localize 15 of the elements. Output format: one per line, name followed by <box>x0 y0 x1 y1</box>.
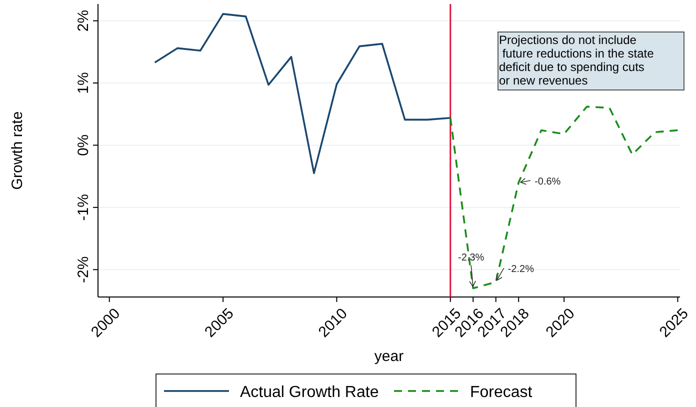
annotation: -2.2% <box>508 264 534 276</box>
y-tick-label: -2% <box>75 256 92 283</box>
x-axis-title: year <box>374 348 404 365</box>
annotation: -0.6% <box>534 176 561 188</box>
y-tick-label: -1% <box>75 194 92 221</box>
line-series <box>154 13 452 174</box>
y-axis-title: Growth rate <box>9 111 26 190</box>
y-tick-label: 2% <box>75 10 92 32</box>
annotation: -2.3% <box>458 252 484 264</box>
legend-label: Actual Growth Rate <box>240 384 379 401</box>
annotation: Projections do not include future reductions in the state deficit due to spending cuts or new revenues <box>499 33 654 88</box>
y-tick-label: 1% <box>75 72 92 94</box>
line-series <box>449 106 679 290</box>
legend-label: Forecast <box>470 384 533 401</box>
y-tick-label: 0% <box>75 134 92 156</box>
